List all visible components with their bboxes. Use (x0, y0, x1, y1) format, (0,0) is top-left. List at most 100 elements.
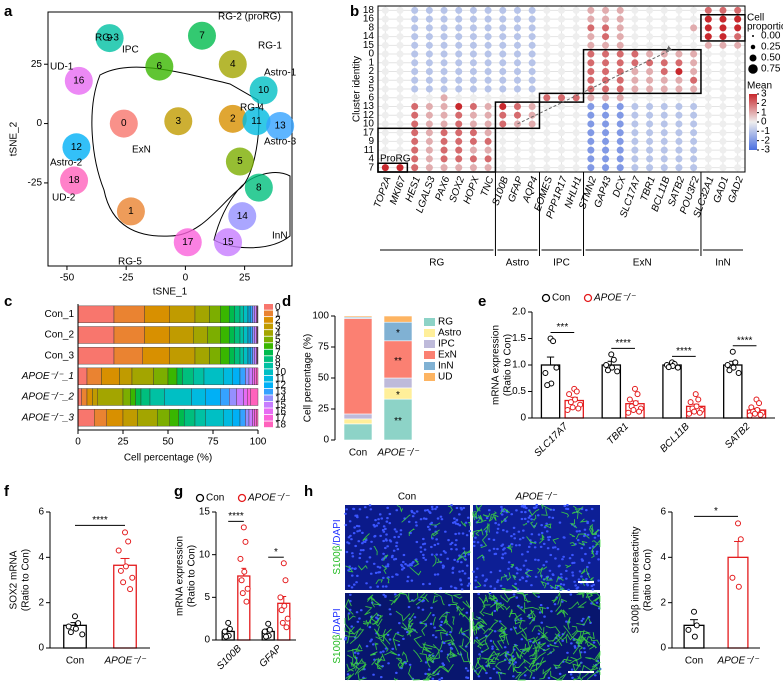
y-tick-label: 0 (38, 643, 44, 654)
data-point (732, 359, 739, 366)
dot (499, 68, 507, 76)
y-tick-label: 3 (368, 75, 374, 86)
data-point (735, 583, 742, 590)
dot (381, 33, 389, 41)
dot (425, 164, 433, 172)
dot (616, 33, 624, 41)
dot (675, 68, 683, 76)
data-point (674, 364, 681, 371)
dot (381, 50, 389, 58)
dot (719, 102, 727, 110)
legend-label: InN (438, 361, 454, 372)
dot (558, 111, 565, 119)
dot (734, 85, 742, 93)
bar-segment (191, 388, 206, 406)
dot (734, 102, 742, 110)
dot (719, 33, 727, 41)
significance: * (274, 547, 278, 558)
category-label: SATB2 (723, 421, 753, 451)
dot (484, 111, 492, 119)
cluster-label: 1 (128, 206, 134, 217)
bar-segment (250, 305, 253, 324)
legend-swatch (264, 356, 273, 362)
y-tick-label: 8 (368, 22, 374, 33)
dot (513, 41, 521, 49)
size-legend-label: 0.25 (761, 42, 781, 53)
y-tick-label: 6 (38, 507, 44, 518)
dot (719, 68, 727, 76)
cluster-label: 6 (157, 61, 163, 72)
size-legend-dot (749, 54, 757, 62)
y-tick-label: 0 (660, 643, 666, 654)
legend-label: ExN (438, 350, 457, 361)
data-point (544, 382, 551, 389)
dot (455, 102, 463, 110)
dot (469, 129, 477, 137)
bar-segment (256, 367, 259, 386)
dot (646, 129, 654, 137)
dot (704, 41, 712, 49)
dot (396, 50, 404, 58)
y-tick-label: 14 (363, 31, 375, 42)
bar-segment (194, 305, 210, 324)
colorbar-label: 3 (761, 89, 767, 100)
bar-segment (182, 367, 194, 386)
dot (558, 137, 565, 145)
nuclei (344, 504, 472, 591)
dot (734, 68, 742, 76)
cluster-cloud (266, 111, 295, 140)
cluster-label: 11 (251, 116, 262, 127)
y-tick-label: 2.0 (512, 307, 526, 318)
legend-marker (541, 293, 551, 303)
dot (455, 6, 463, 14)
dot (469, 164, 477, 172)
bar-segment (97, 388, 124, 406)
y-tick-label: 18 (363, 5, 375, 16)
cluster-label: 12 (71, 142, 83, 153)
size-legend-label: 0.75 (761, 64, 781, 75)
data-point (695, 396, 702, 403)
data-point (603, 362, 610, 368)
dot (587, 24, 595, 32)
dot (528, 129, 536, 137)
dot (484, 50, 492, 58)
legend-swatch (264, 343, 273, 349)
dot (719, 59, 727, 67)
data-point (634, 391, 641, 398)
data-point (693, 622, 700, 629)
y-tick-label: 1 (368, 57, 374, 68)
data-point (691, 408, 698, 415)
cluster-cloud (109, 109, 138, 138)
dot (660, 33, 668, 41)
bar-segment (239, 367, 246, 386)
cluster-cloud (145, 52, 174, 81)
x-tick-label: 75 (207, 437, 219, 448)
dot (484, 76, 492, 84)
cluster-cloud (64, 66, 93, 95)
dot (469, 146, 477, 154)
y-tick-label: 2 (660, 597, 666, 608)
gene-label: TOP2A (372, 175, 394, 210)
dot (484, 146, 492, 154)
dot (455, 41, 463, 49)
colorbar-label: -1 (761, 126, 770, 137)
cluster-box (377, 162, 409, 173)
data-point (265, 620, 272, 627)
legend-swatch (264, 304, 273, 310)
dot (675, 102, 683, 110)
category-label: Con_1 (45, 309, 75, 320)
dot (455, 111, 463, 119)
x-axis-label: Cell percentage (%) (124, 453, 212, 464)
dot (513, 111, 521, 119)
legend-swatch (424, 318, 435, 326)
dot (616, 59, 624, 67)
cluster-label: 4 (230, 59, 236, 70)
legend-swatch (424, 340, 435, 348)
dot (543, 164, 551, 172)
dot (675, 15, 683, 23)
data-point (571, 396, 578, 403)
dot (660, 129, 668, 137)
dot (411, 85, 419, 93)
dot (558, 50, 565, 58)
dot (602, 68, 610, 76)
